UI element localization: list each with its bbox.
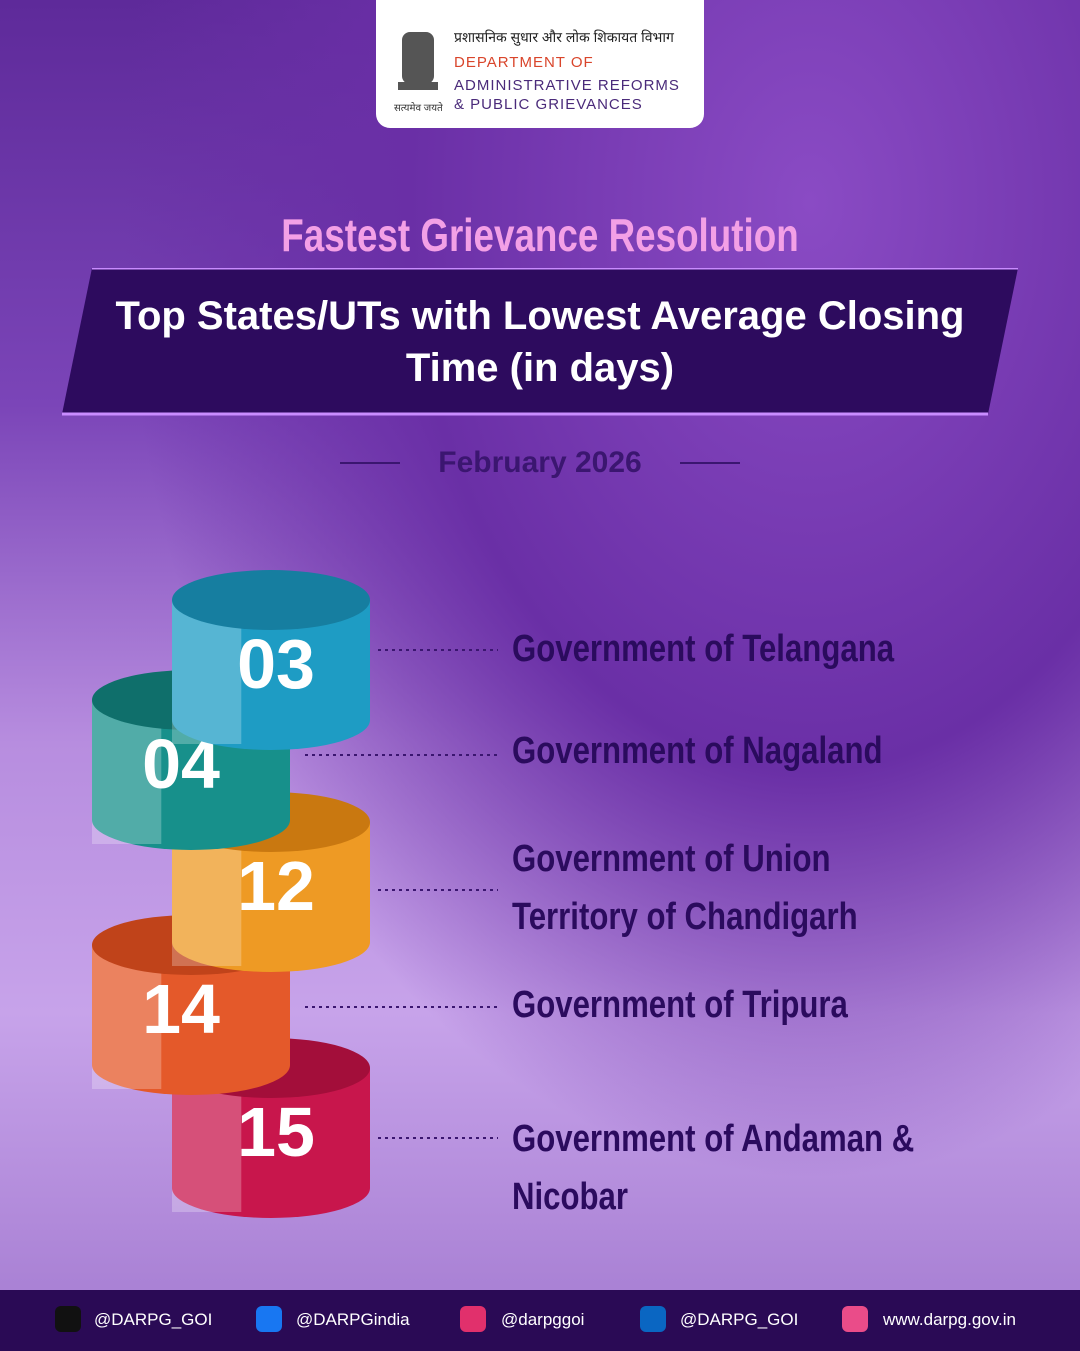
footer-bar — [0, 1290, 1080, 1351]
item-label: Government of Telangana — [512, 628, 895, 670]
item-label: Government of Union Territory of Chandig… — [512, 838, 858, 938]
emblem — [398, 32, 438, 90]
social-handle[interactable]: @DARPGindia — [296, 1310, 410, 1329]
date: February 2026 — [438, 446, 642, 479]
dept-line: DEPARTMENT OF — [454, 54, 594, 71]
web-icon — [842, 1306, 868, 1332]
rule — [340, 462, 400, 464]
rule — [680, 462, 740, 464]
social-handle[interactable]: @DARPG_GOI — [680, 1310, 799, 1329]
hindi-name: प्रशासनिक सुधार और लोक शिकायत विभाग — [454, 29, 674, 45]
social-handle[interactable]: @DARPG_GOI — [94, 1310, 213, 1329]
dept-line: ADMINISTRATIVE REFORMS — [454, 77, 680, 94]
item-value: 03 — [237, 625, 315, 703]
title: Fastest Grievance Resolution — [281, 209, 799, 261]
dept-line: & PUBLIC GRIEVANCES — [454, 96, 643, 113]
linkedin-icon — [640, 1306, 666, 1332]
header-card: सत्यमेव जयते प्रशासनिक सुधार और लोक शिका… — [376, 0, 704, 128]
item-label: Government of Andaman & Nicobar — [512, 1118, 915, 1218]
motto: सत्यमेव जयते — [394, 103, 443, 114]
facebook-icon — [256, 1306, 282, 1332]
item-value: 12 — [237, 847, 315, 925]
x-icon — [55, 1306, 81, 1332]
item-label: Government of Tripura — [512, 984, 848, 1026]
item-value: 15 — [237, 1093, 315, 1171]
item-value: 14 — [142, 970, 220, 1048]
social-handle[interactable]: @darpggoi — [501, 1310, 585, 1329]
item-label: Government of Nagaland — [512, 730, 883, 772]
cylinder-top — [172, 570, 370, 630]
banner — [62, 268, 1018, 416]
website[interactable]: www.darpg.gov.in — [883, 1310, 1016, 1329]
instagram-icon — [460, 1306, 486, 1332]
subtitle: Top States/UTs with Lowest Average Closi… — [115, 294, 965, 390]
